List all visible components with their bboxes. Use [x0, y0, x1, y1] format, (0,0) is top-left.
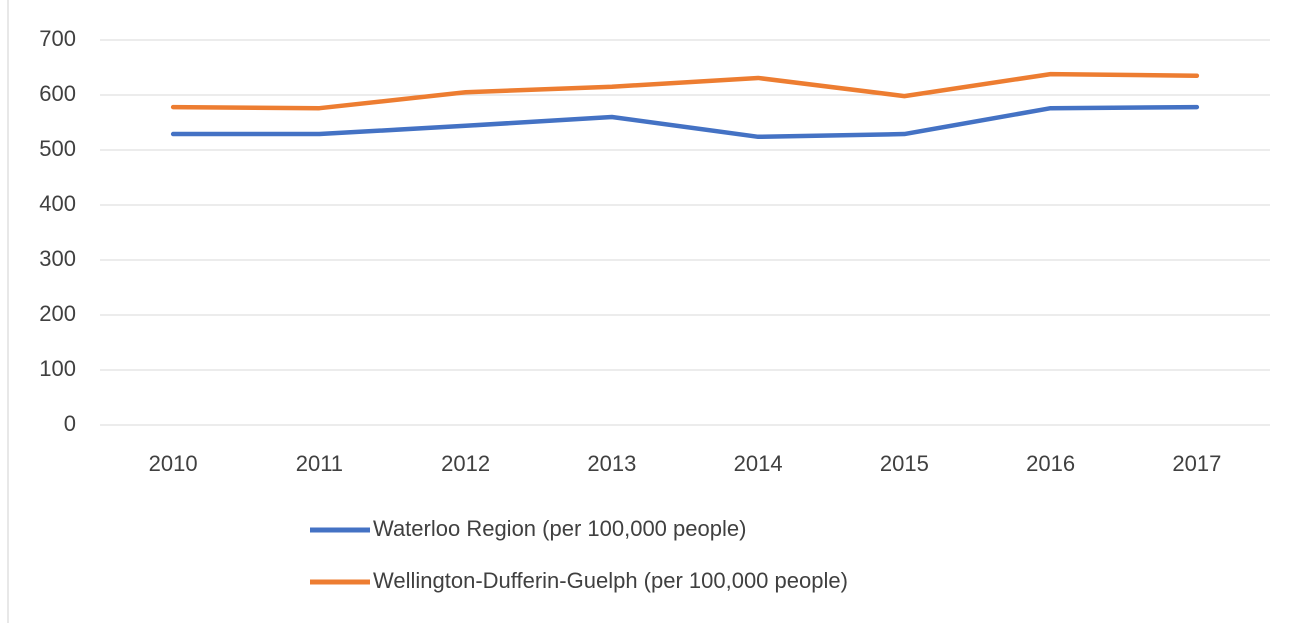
chart-frame	[7, 0, 9, 623]
series-line	[170, 71, 1200, 111]
y-tick-label: 0	[64, 411, 76, 436]
x-tick-label: 2013	[587, 451, 636, 476]
y-tick-label: 100	[39, 356, 76, 381]
series-line	[170, 104, 1200, 140]
y-tick-label: 700	[39, 26, 76, 51]
y-tick-label: 400	[39, 191, 76, 216]
x-tick-label: 2014	[734, 451, 783, 476]
x-tick-label: 2011	[296, 451, 343, 476]
x-tick-label: 2010	[149, 451, 198, 476]
x-tick-label: 2012	[441, 451, 490, 476]
x-tick-label: 2016	[1026, 451, 1075, 476]
y-tick-label: 200	[39, 301, 76, 326]
legend-label: Wellington-Dufferin-Guelph (per 100,000 …	[373, 568, 848, 593]
y-tick-label: 500	[39, 136, 76, 161]
x-tick-label: 2015	[880, 451, 929, 476]
x-tick-label: 2017	[1172, 451, 1221, 476]
y-tick-label: 300	[39, 246, 76, 271]
legend-label: Waterloo Region (per 100,000 people)	[373, 516, 746, 541]
y-tick-label: 600	[39, 81, 76, 106]
